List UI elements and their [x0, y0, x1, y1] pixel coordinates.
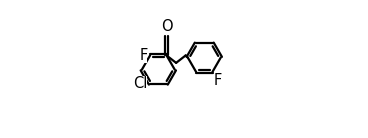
- Text: F: F: [214, 73, 222, 88]
- Text: Cl: Cl: [133, 76, 148, 91]
- Text: F: F: [139, 48, 148, 63]
- Text: O: O: [161, 19, 172, 34]
